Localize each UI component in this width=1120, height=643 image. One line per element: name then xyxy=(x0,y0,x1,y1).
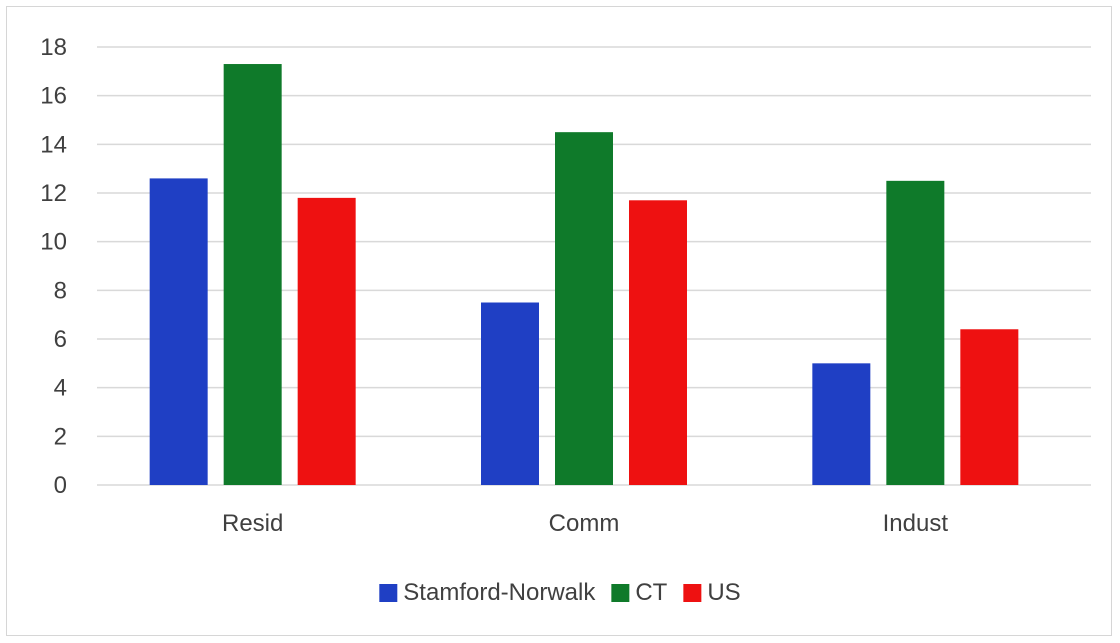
bar-chart: 0 2 4 6 8 10 12 14 16 18 Resid Comm Indust Stamford… xyxy=(40,34,1091,606)
bar-indust-stamford-norwalk xyxy=(812,363,871,485)
bar-resid-stamford-norwalk xyxy=(149,178,208,485)
bar-resid-us xyxy=(297,197,356,485)
chart-frame: 0 2 4 6 8 10 12 14 16 18 Resid Comm Indust Stamford… xyxy=(6,6,1112,636)
bars xyxy=(149,64,1019,486)
legend-label: Stamford-Norwalk xyxy=(403,579,596,606)
y-axis-tick-labels: 0 2 4 6 8 10 12 14 16 18 xyxy=(40,34,67,499)
bar-indust-us xyxy=(960,329,1019,485)
y-tick-label: 12 xyxy=(40,180,67,207)
y-tick-label: 0 xyxy=(54,472,67,499)
bar-indust-ct xyxy=(886,180,945,486)
legend-swatch-ct xyxy=(611,584,630,602)
bar-comm-stamford-norwalk xyxy=(481,302,539,485)
x-category-label: Resid xyxy=(222,510,283,537)
y-tick-label: 16 xyxy=(40,83,67,110)
y-tick-label: 2 xyxy=(54,423,67,450)
bar-resid-ct xyxy=(223,64,282,486)
legend-label: CT xyxy=(635,579,667,606)
bar-comm-us xyxy=(629,200,687,486)
y-tick-label: 10 xyxy=(40,229,67,256)
legend-swatch-stamford-norwalk xyxy=(379,584,398,602)
x-category-label: Indust xyxy=(883,510,949,537)
x-category-label: Comm xyxy=(549,510,620,537)
y-tick-label: 6 xyxy=(54,326,67,353)
x-axis-category-labels: Resid Comm Indust xyxy=(222,510,948,537)
y-tick-label: 8 xyxy=(54,277,67,304)
y-tick-label: 4 xyxy=(54,375,67,402)
legend: Stamford-Norwalk CT US xyxy=(379,579,741,606)
y-tick-label: 14 xyxy=(40,131,67,158)
legend-label: US xyxy=(707,579,740,606)
y-tick-label: 18 xyxy=(40,34,67,61)
legend-swatch-us xyxy=(683,584,702,602)
bar-comm-ct xyxy=(555,132,613,485)
